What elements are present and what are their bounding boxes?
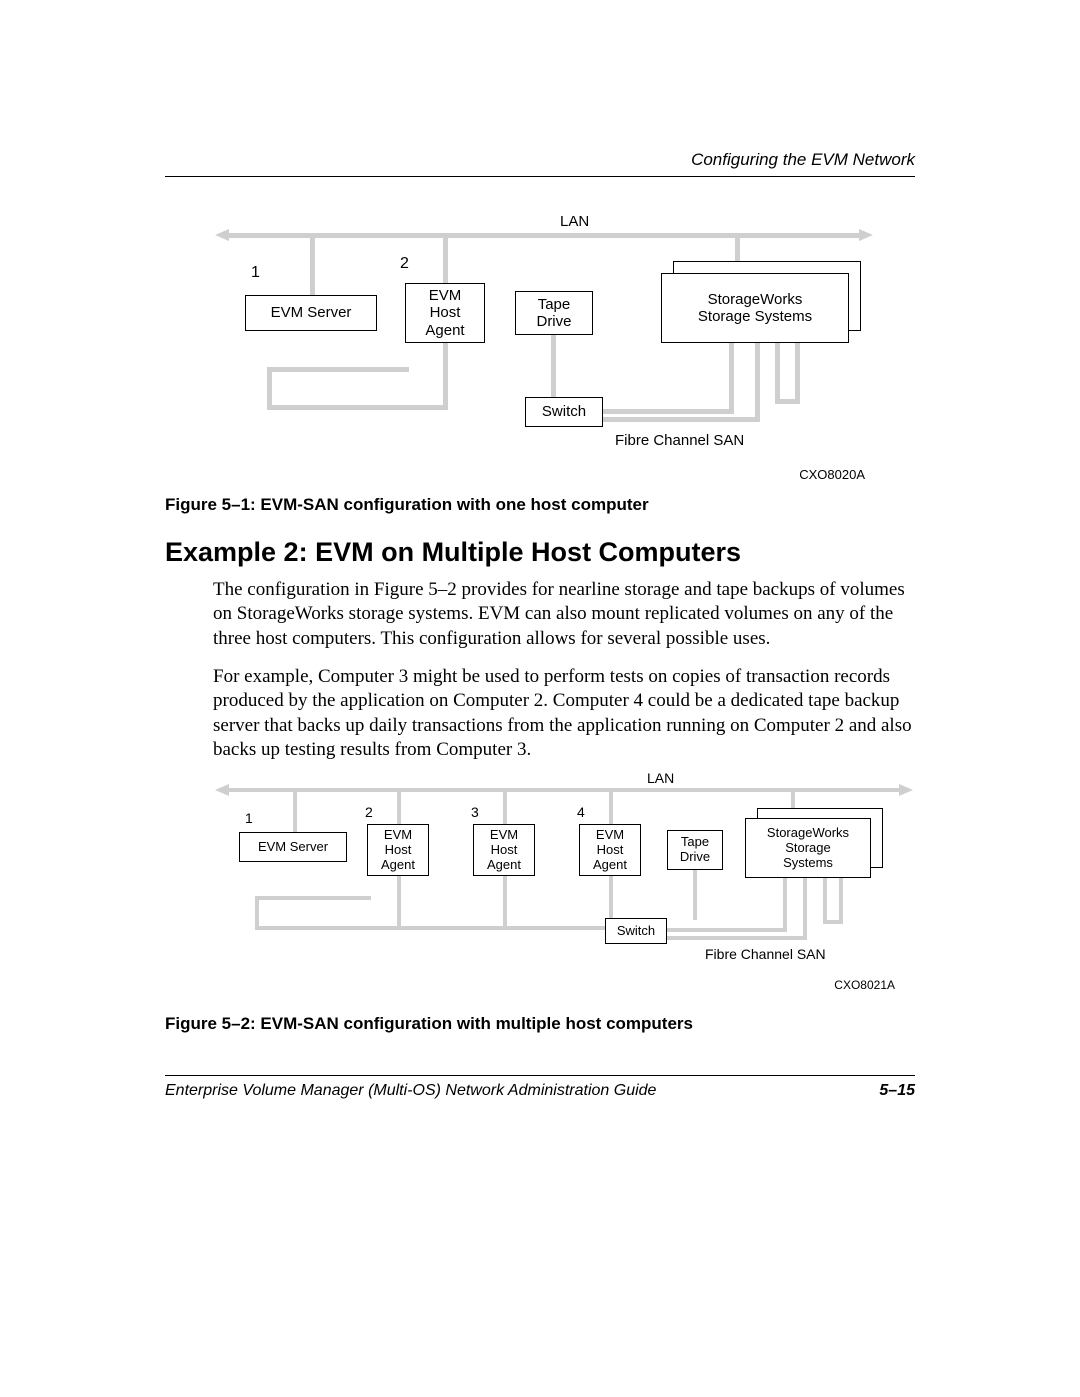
n4: 4: [577, 804, 585, 820]
para-1: The configuration in Figure 5–2 provides…: [213, 578, 915, 651]
page-number: 5–15: [879, 1082, 915, 1100]
fc-san-label: Fibre Channel SAN: [615, 432, 744, 449]
n1: 1: [245, 810, 253, 826]
n3: 3: [471, 804, 479, 820]
figure-2-code: CXO8021A: [834, 978, 895, 992]
footer-title: Enterprise Volume Manager (Multi-OS) Net…: [165, 1082, 656, 1100]
header-rule: [165, 176, 915, 177]
switch-box-2: Switch: [605, 918, 667, 944]
storageworks-box: StorageWorks Storage Systems: [661, 273, 849, 343]
evm-host-agent-box: EVM Host Agent: [405, 283, 485, 343]
figure-1-code: CXO8020A: [799, 467, 865, 482]
figure-2-caption: Figure 5–2: EVM-SAN configuration with m…: [165, 1014, 915, 1034]
tape-drive-box: Tape Drive: [515, 291, 593, 335]
running-header: Configuring the EVM Network: [165, 150, 915, 170]
figure-1-caption: Figure 5–1: EVM-SAN configuration with o…: [165, 495, 915, 515]
host-agent-2b: EVM Host Agent: [473, 824, 535, 876]
lan-label-2: LAN: [647, 770, 674, 786]
n2: 2: [365, 804, 373, 820]
host-agent-2a: EVM Host Agent: [367, 824, 429, 876]
storageworks-box-2: StorageWorks Storage Systems: [745, 818, 871, 878]
host-agent-2c: EVM Host Agent: [579, 824, 641, 876]
para-2: For example, Computer 3 might be used to…: [213, 665, 915, 762]
num-1: 1: [251, 264, 260, 282]
fc-san-label-2: Fibre Channel SAN: [705, 946, 826, 962]
num-2: 2: [400, 255, 409, 273]
evm-server-box: EVM Server: [245, 295, 377, 331]
switch-box: Switch: [525, 397, 603, 427]
footer-rule: [165, 1075, 915, 1076]
figure-2-diagram: LAN 1 2 3 4 StorageWorks Storage Systems…: [215, 776, 915, 996]
lan-label: LAN: [560, 213, 589, 230]
figure-1-diagram: LAN 1 2 StorageWorks Storage Systems EVM…: [215, 217, 875, 477]
section-title: Example 2: EVM on Multiple Host Computer…: [165, 537, 915, 568]
evm-server-box-2: EVM Server: [239, 832, 347, 862]
tape-drive-2: Tape Drive: [667, 830, 723, 870]
page-footer: Enterprise Volume Manager (Multi-OS) Net…: [165, 1075, 915, 1100]
